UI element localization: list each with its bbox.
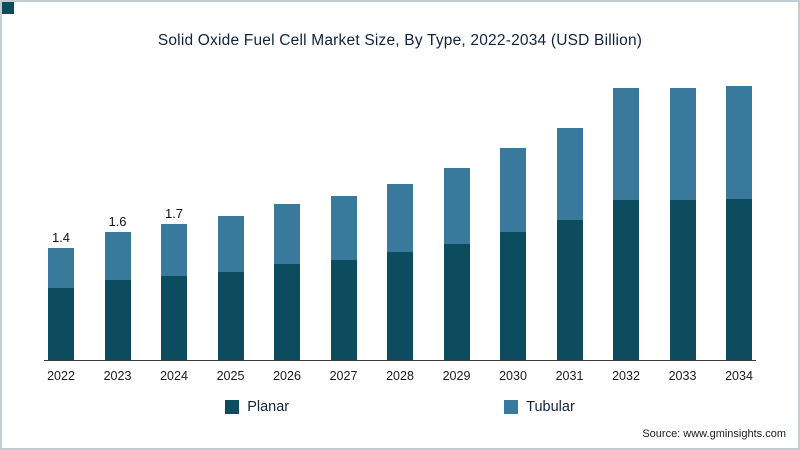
x-axis-label-2029: 2029 <box>442 369 471 383</box>
bar-value-label: 1.7 <box>164 206 184 221</box>
tubular-segment-2034 <box>726 85 752 200</box>
planar-segment-2024 <box>161 276 187 360</box>
legend: Planar Tubular <box>2 399 798 415</box>
planar-segment-2031 <box>556 220 583 360</box>
legend-item-planar: Planar <box>225 399 289 415</box>
tubular-segment-2025 <box>217 216 244 272</box>
legend-label: Planar <box>247 399 290 415</box>
tubular-segment-2026 <box>274 204 300 264</box>
x-axis-label-2031: 2031 <box>555 369 584 383</box>
planar-segment-2023 <box>104 280 131 360</box>
bar-group-2022: 1.4 <box>44 68 78 360</box>
x-axis-label-2027: 2027 <box>329 369 358 383</box>
x-axis-label-2024: 2024 <box>160 369 188 383</box>
bar-value-label: 1.4 <box>51 230 71 245</box>
x-axis-label-2030: 2030 <box>499 369 527 383</box>
planar-segment-2027 <box>330 260 357 360</box>
bars-row: 1.4 1.6 1.7 <box>44 68 756 361</box>
tubular-segment-2029 <box>443 168 470 244</box>
tubular-segment-2027 <box>330 196 357 260</box>
tubular-segment-2031 <box>556 128 583 220</box>
planar-segment-2026 <box>274 264 300 360</box>
x-axis-labels: 2022 2023 2024 2025 2026 2027 2028 2029 2030 2031… <box>44 369 756 383</box>
bar-group-2031 <box>553 68 587 360</box>
bar-group-2024: 1.7 <box>157 68 191 360</box>
x-axis-label-2028: 2028 <box>386 369 414 383</box>
bar-value-label: 1.6 <box>108 214 127 229</box>
planar-segment-2028 <box>387 252 413 360</box>
x-axis-label-2022: 2022 <box>47 369 75 383</box>
bar-group-2032 <box>609 68 643 360</box>
x-axis-label-2032: 2032 <box>612 369 640 383</box>
x-axis-label-2025: 2025 <box>216 369 245 383</box>
planar-segment-2032 <box>613 200 639 360</box>
bar-group-2034 <box>722 68 756 360</box>
corner-accent-decoration <box>2 2 14 14</box>
tubular-segment-2030 <box>500 148 526 232</box>
x-axis-label-2034: 2034 <box>725 369 753 383</box>
bar-group-2025 <box>214 68 248 360</box>
bar-group-2033 <box>666 68 700 360</box>
x-axis-label-2023: 2023 <box>103 369 132 383</box>
tubular-segment-2028 <box>387 184 413 252</box>
tubular-segment-2033 <box>669 88 696 200</box>
tubular-segment-2024 <box>161 224 187 276</box>
planar-segment-2030 <box>500 232 526 360</box>
source-attribution: Source: www.gminsights.com <box>642 428 786 440</box>
planar-segment-2034 <box>726 199 752 360</box>
x-axis-label-2033: 2033 <box>668 369 697 383</box>
bar-group-2023: 1.6 <box>101 68 135 360</box>
bar-group-2029 <box>440 68 474 360</box>
planar-segment-2025 <box>217 272 244 360</box>
tubular-segment-2032 <box>613 88 639 200</box>
planar-segment-2029 <box>443 244 470 360</box>
tubular-segment-2023 <box>104 232 131 280</box>
planar-segment-2022 <box>48 288 74 360</box>
legend-swatch-icon <box>504 400 519 414</box>
bar-group-2030 <box>496 68 530 360</box>
bar-group-2026 <box>270 68 304 360</box>
legend-item-tubular: Tubular <box>504 399 575 415</box>
x-axis-label-2026: 2026 <box>273 369 301 383</box>
legend-label: Tubular <box>526 399 575 415</box>
tubular-segment-2022 <box>48 248 74 288</box>
bar-group-2028 <box>383 68 417 360</box>
legend-swatch-icon <box>225 400 240 414</box>
chart-title: Solid Oxide Fuel Cell Market Size, By Ty… <box>157 32 643 49</box>
planar-segment-2033 <box>669 200 696 360</box>
plot-area: 1.4 1.6 1.7 2022 2023 2024 2025 2026 2027 2028 20… <box>38 68 762 383</box>
bar-group-2027 <box>327 68 361 360</box>
